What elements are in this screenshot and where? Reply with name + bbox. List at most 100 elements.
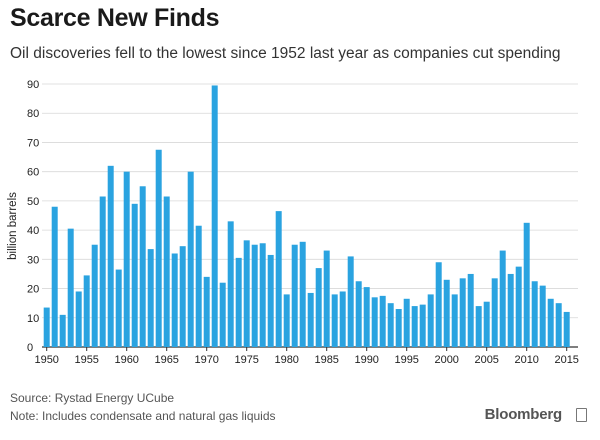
- bar-1990: [363, 287, 370, 347]
- y-axis-ticks: 0 10 20 30 40 50 60 70 80 90: [27, 79, 39, 354]
- bar-2000: [443, 279, 450, 347]
- bar-1984: [315, 268, 322, 347]
- source-note: Source: Rystad Energy UCube: [10, 391, 175, 405]
- bar-1969: [195, 225, 202, 347]
- y-tick-label: 20: [27, 284, 39, 296]
- y-axis-label: billion barrels: [7, 192, 19, 260]
- bar-2001: [451, 294, 458, 347]
- bar-2012: [539, 285, 546, 347]
- bar-2014: [555, 303, 562, 347]
- bar-1952: [59, 314, 66, 347]
- x-axis-ticks: 1950 1955 1960 1965 1970 1975 1980 1985 1990 1995…: [34, 347, 579, 366]
- x-tick-label: 1950: [34, 354, 58, 366]
- y-tick-label: 50: [27, 196, 39, 208]
- bar-1967: [179, 246, 186, 347]
- bar-1961: [131, 203, 138, 347]
- y-tick-label: 10: [27, 313, 39, 325]
- footnote: Note: Includes condensate and natural ga…: [10, 409, 276, 423]
- bar-1959: [115, 269, 122, 347]
- bar-1993: [387, 303, 394, 347]
- bar-1994: [395, 309, 402, 347]
- x-tick-label: 1965: [154, 354, 178, 366]
- y-tick-label: 90: [27, 79, 39, 91]
- bar-1982: [299, 241, 306, 347]
- x-tick-label: 1985: [314, 354, 338, 366]
- bar-1970: [203, 276, 210, 347]
- bar-1968: [187, 171, 194, 347]
- bar-1998: [427, 294, 434, 347]
- bar-1957: [99, 196, 106, 347]
- bar-1956: [91, 244, 98, 347]
- bar-1978: [267, 254, 274, 347]
- bar-2011: [531, 281, 538, 347]
- x-tick-label: 1990: [354, 354, 378, 366]
- y-tick-label: 0: [27, 342, 33, 354]
- x-tick-label: 1970: [194, 354, 218, 366]
- bar-1983: [307, 292, 314, 347]
- x-tick-label: 1980: [274, 354, 298, 366]
- x-tick-label: 1995: [394, 354, 418, 366]
- y-tick-label: 30: [27, 254, 39, 266]
- bar-1950: [43, 307, 50, 347]
- bar-1972: [219, 282, 226, 347]
- bar-1997: [419, 304, 426, 347]
- bar-1974: [235, 257, 242, 347]
- bar-2013: [547, 298, 554, 347]
- bar-2015: [563, 311, 570, 347]
- bar-1971: [211, 85, 218, 347]
- bar-1985: [323, 250, 330, 347]
- bar-2010: [523, 222, 530, 347]
- bar-2007: [499, 250, 506, 347]
- chart-subtitle: Oil discoveries fell to the lowest since…: [10, 45, 561, 62]
- bar-1988: [347, 256, 354, 347]
- x-tick-label: 2010: [514, 354, 538, 366]
- bar-1951: [51, 206, 58, 347]
- bar-2002: [459, 278, 466, 347]
- x-tick-label: 1975: [234, 354, 258, 366]
- bar-1962: [139, 186, 146, 347]
- bar-1979: [275, 211, 282, 347]
- bar-1963: [147, 249, 154, 347]
- bar-1976: [251, 244, 258, 347]
- bar-1986: [331, 294, 338, 347]
- x-tick-label: 2005: [474, 354, 498, 366]
- y-tick-label: 60: [27, 167, 39, 179]
- bar-1989: [355, 281, 362, 347]
- bar-1955: [83, 275, 90, 347]
- bar-1964: [155, 149, 162, 347]
- bar-1992: [379, 295, 386, 347]
- bar-1987: [339, 291, 346, 347]
- bar-1977: [259, 243, 266, 347]
- bar-1999: [435, 262, 442, 347]
- bar-1954: [75, 291, 82, 347]
- chart-title: Scarce New Finds: [10, 4, 220, 32]
- y-tick-label: 80: [27, 108, 39, 120]
- bar-1981: [291, 244, 298, 347]
- x-tick-label: 1955: [74, 354, 98, 366]
- x-tick-label: 1960: [114, 354, 138, 366]
- bar-2008: [507, 273, 514, 347]
- x-tick-label: 2015: [554, 354, 578, 366]
- bookmark-icon: [576, 408, 587, 422]
- bar-2005: [483, 301, 490, 347]
- x-tick-label: 2000: [434, 354, 458, 366]
- brand-logo-text: Bloomberg: [484, 406, 563, 423]
- bar-series: [43, 85, 570, 347]
- bar-1965: [163, 196, 170, 347]
- bar-1991: [371, 297, 378, 347]
- bar-1975: [243, 240, 250, 347]
- bar-1958: [107, 165, 114, 347]
- y-tick-label: 70: [27, 137, 39, 149]
- bar-2009: [515, 266, 522, 347]
- bar-2003: [467, 273, 474, 347]
- bar-2004: [475, 306, 482, 347]
- bar-1980: [283, 294, 290, 347]
- y-tick-label: 40: [27, 225, 39, 237]
- bar-1960: [123, 171, 130, 347]
- bar-1973: [227, 221, 234, 347]
- bar-1966: [171, 253, 178, 347]
- bar-1995: [403, 298, 410, 347]
- bar-1996: [411, 306, 418, 347]
- bar-2006: [491, 278, 498, 347]
